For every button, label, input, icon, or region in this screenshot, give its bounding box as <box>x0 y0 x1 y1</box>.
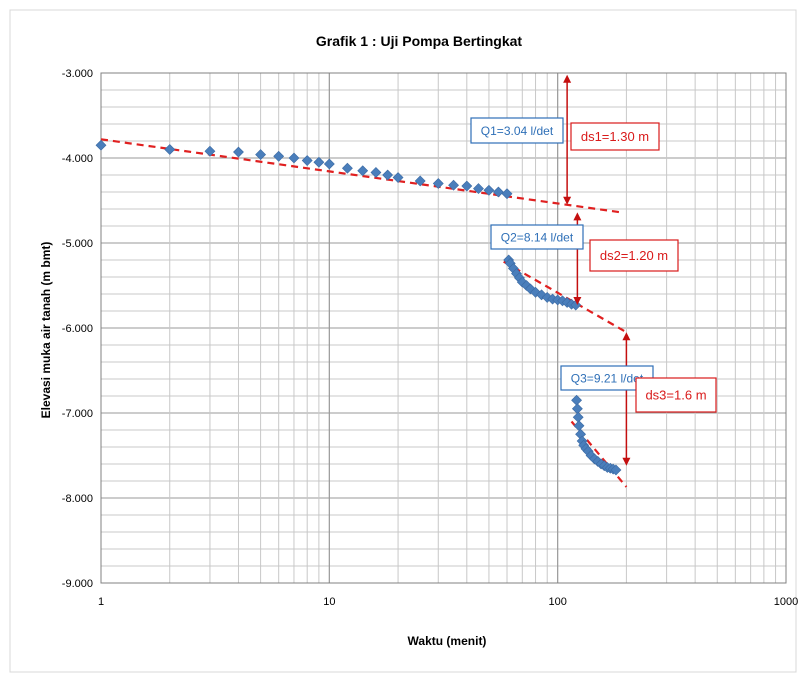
ds1-label-box: ds1=1.30 m <box>570 122 660 151</box>
data-point <box>233 146 244 158</box>
chart-frame <box>9 9 797 673</box>
ds2-label-box: ds2=1.20 m <box>589 239 679 272</box>
arrowhead-down <box>622 457 631 466</box>
data-point <box>461 180 473 192</box>
data-point <box>536 289 547 301</box>
data-point <box>521 280 532 291</box>
x-tick-label: 1000 <box>774 596 798 608</box>
arrowhead-down <box>573 297 582 306</box>
x-tick-label: 100 <box>548 596 566 608</box>
y-tick-label: -3.000 <box>62 68 93 80</box>
arrowhead-up <box>563 74 572 83</box>
data-point <box>313 156 325 168</box>
data-point <box>370 167 382 178</box>
data-point <box>273 150 285 162</box>
ds3-label: ds3=1.6 m <box>645 388 706 403</box>
y-tick-label: -8.000 <box>62 493 93 505</box>
y-axis-label: Elevasi muka air tanah (m bmt) <box>39 242 53 419</box>
data-point <box>473 183 484 195</box>
q2-label-box: Q2=8.14 l/det <box>490 224 584 250</box>
x-tick-label: 10 <box>323 596 335 608</box>
arrowhead-up <box>622 332 631 341</box>
data-point <box>341 162 353 174</box>
x-axis-label: Waktu (menit) <box>408 634 487 648</box>
ds1-label: ds1=1.30 m <box>581 129 649 144</box>
data-point <box>204 145 216 157</box>
data-point <box>483 184 495 196</box>
y-tick-label: -7.000 <box>62 408 93 420</box>
data-point <box>288 152 300 164</box>
trend-line <box>100 138 622 214</box>
data-point <box>610 464 622 476</box>
y-tick-label: -6.000 <box>62 323 93 335</box>
arrowhead-up <box>573 212 582 221</box>
data-point <box>95 139 107 151</box>
plot-area-border <box>100 72 787 584</box>
y-tick-label: -5.000 <box>62 238 93 250</box>
ds2-label: ds2=1.20 m <box>600 248 668 263</box>
data-point <box>492 186 504 198</box>
data-point <box>255 149 267 161</box>
y-tick-label: -4.000 <box>62 153 93 165</box>
chart-title: Grafik 1 : Uji Pompa Bertingkat <box>316 33 522 49</box>
q2-label: Q2=8.14 l/det <box>501 231 574 245</box>
y-tick-label: -9.000 <box>62 578 93 590</box>
ds3-label-box: ds3=1.6 m <box>635 377 717 413</box>
data-point <box>357 165 369 177</box>
data-point <box>392 172 404 183</box>
ds2-label-border <box>589 239 679 272</box>
ds1-label-border <box>570 122 660 151</box>
data-point <box>501 188 513 200</box>
q1-label-box: Q1=3.04 l/det <box>470 117 564 144</box>
data-point <box>414 175 426 187</box>
data-points <box>95 139 622 476</box>
data-point <box>164 144 176 155</box>
q2-label-border <box>490 224 584 250</box>
drawdown-arrows <box>563 74 631 466</box>
arrowhead-down <box>563 196 572 205</box>
q1-label: Q1=3.04 l/det <box>481 124 554 138</box>
data-point <box>323 158 335 170</box>
x-tick-label: 1 <box>98 596 104 608</box>
tick-labels: -3.000 -4.000 -5.000 -6.000 -7.000 -8.000 -9.0… <box>62 68 798 608</box>
ds3-label-border <box>635 377 717 413</box>
q1-label-border <box>470 117 564 144</box>
data-point <box>448 179 459 191</box>
data-point <box>530 286 541 298</box>
data-point <box>382 169 394 181</box>
q3-label: Q3=9.21 l/det <box>571 372 644 386</box>
data-point <box>301 155 313 166</box>
data-point <box>432 178 444 189</box>
